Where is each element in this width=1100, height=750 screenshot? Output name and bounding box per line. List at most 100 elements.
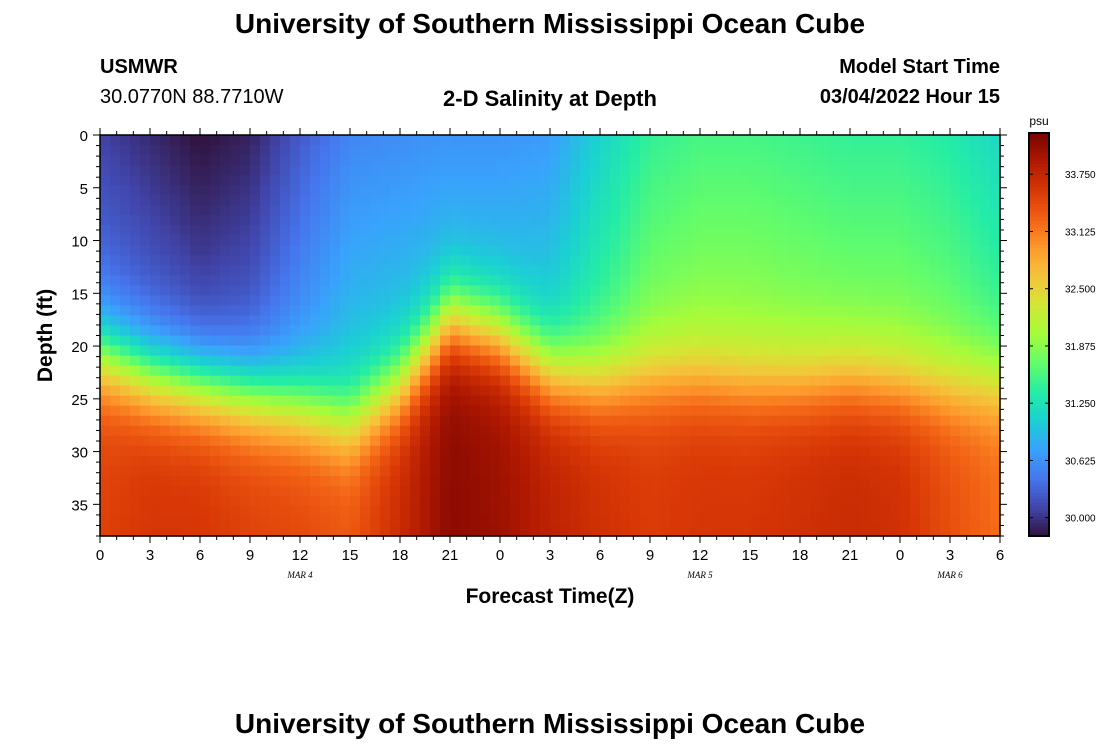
heatmap-cell [360,305,371,317]
colorbar-segment [1029,287,1049,292]
heatmap-cell [710,525,721,537]
heatmap-cell [350,235,361,246]
heatmap-cell [440,495,451,507]
heatmap-cell [850,455,861,467]
heatmap-cell [440,175,451,186]
heatmap-cell [100,525,111,537]
heatmap-cell [430,465,441,477]
heatmap-cell [440,485,451,497]
heatmap-cell [460,315,471,327]
heatmap-cell [550,165,561,176]
heatmap-cell [290,315,301,327]
heatmap-cell [100,375,111,387]
heatmap-cell [540,325,551,337]
heatmap-cell [260,245,271,256]
heatmap-cell [630,215,641,226]
heatmap-cell [300,215,311,226]
heatmap-cell [250,385,261,397]
heatmap-cell [980,155,991,166]
heatmap-cell [320,165,331,176]
heatmap-cell [890,465,901,477]
heatmap-cell [650,195,661,206]
heatmap-cell [160,175,171,186]
heatmap-cell [880,175,891,186]
heatmap-cell [260,525,271,537]
heatmap-cell [870,285,881,297]
heatmap-cell [170,315,181,327]
heatmap-cell [440,245,451,256]
heatmap-cell [920,375,931,387]
heatmap-cell [980,455,991,467]
heatmap-cell [240,255,251,266]
heatmap-cell [190,525,201,537]
x-axis-label: Forecast Time(Z) [466,585,635,608]
heatmap-cell [860,435,871,447]
heatmap-cell [560,195,571,206]
heatmap-cell [500,285,511,297]
heatmap-cell [330,275,341,286]
heatmap-cell [120,355,131,367]
heatmap-cell [370,315,381,327]
heatmap-cell [610,175,621,186]
heatmap-cell [560,175,571,186]
heatmap-cell [880,425,891,437]
heatmap-cell [160,275,171,286]
heatmap-cell [960,235,971,246]
heatmap-cell [540,475,551,487]
heatmap-cell [460,145,471,156]
heatmap-cell [250,455,261,467]
heatmap-cell [420,235,431,246]
heatmap-cell [430,325,441,337]
heatmap-cell [510,145,521,156]
heatmap-cell [260,315,271,327]
heatmap-cell [780,405,791,417]
heatmap-cell [480,475,491,487]
heatmap-cell [180,195,191,206]
heatmap-cell [770,395,781,407]
heatmap-cell [190,475,201,487]
heatmap-cell [930,445,941,457]
heatmap-cell [240,465,251,477]
heatmap-cell [820,265,831,276]
heatmap-cell [530,405,541,417]
heatmap-cell [320,315,331,327]
heatmap-cell [850,385,861,397]
heatmap-cell [290,355,301,367]
heatmap-cell [190,135,201,146]
heatmap-cell [270,475,281,487]
heatmap-cell [400,395,411,407]
heatmap-cell [560,405,571,417]
heatmap-cell [910,525,921,537]
heatmap-cell [950,485,961,497]
heatmap-cell [550,375,561,387]
heatmap-cell [940,155,951,166]
heatmap-cell [780,145,791,156]
heatmap-cell [550,455,561,467]
heatmap-cell [710,225,721,236]
heatmap-cell [360,175,371,186]
colorbar-segment [1029,505,1049,510]
heatmap-cell [610,305,621,317]
heatmap-cell [940,375,951,387]
heatmap-cell [770,435,781,447]
heatmap-cell [230,275,241,286]
heatmap-cell [390,145,401,156]
heatmap-cell [520,335,531,347]
heatmap-cell [100,285,111,297]
heatmap-cell [990,155,1001,166]
heatmap-cell [840,225,851,236]
heatmap-cell [930,485,941,497]
heatmap-cell [490,165,501,176]
heatmap-cell [260,485,271,497]
heatmap-cell [840,145,851,156]
heatmap-cell [790,475,801,487]
heatmap-cell [540,455,551,467]
heatmap-cell [500,405,511,417]
heatmap-cell [260,235,271,246]
heatmap-cell [490,385,501,397]
heatmap-cell [340,305,351,317]
heatmap-cell [880,415,891,427]
heatmap-cell [280,425,291,437]
heatmap-cell [170,415,181,427]
heatmap-cell [490,325,501,337]
